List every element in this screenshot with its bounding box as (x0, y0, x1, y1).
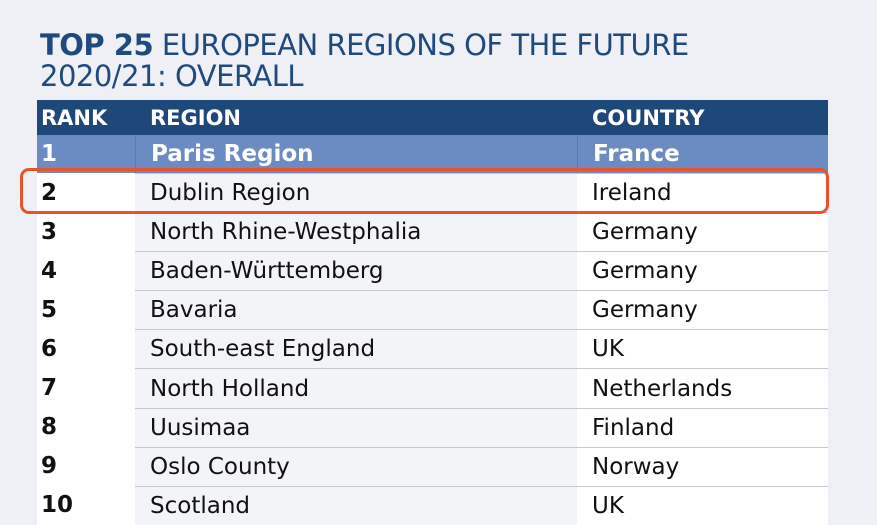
rank-cell: 8 (37, 407, 135, 447)
table-row: 2 Dublin Region Ireland (37, 173, 828, 213)
country-cell: Norway (577, 446, 828, 486)
region-cell: Uusimaa (135, 407, 577, 447)
table-row: 7 North Holland Netherlands (37, 368, 828, 408)
table-row: 5 Bavaria Germany (37, 290, 828, 330)
region-cell: South-east England (135, 329, 577, 369)
table-row: 9 Oslo County Norway (37, 446, 828, 486)
country-cell: Finland (577, 407, 828, 447)
header-country: COUNTRY (592, 105, 705, 130)
region-cell: Paris Region (135, 135, 577, 173)
region-cell: Scotland (135, 485, 577, 525)
rank-cell: 2 (37, 173, 135, 213)
header-rank: RANK (41, 105, 108, 130)
country-cell: Germany (577, 290, 828, 330)
table-row: 10 Scotland UK (37, 485, 828, 525)
table-row: 4 Baden-Württemberg Germany (37, 251, 828, 291)
region-cell: North Rhine-Westphalia (135, 212, 577, 252)
rank-cell: 4 (37, 251, 135, 291)
region-cell: Bavaria (135, 290, 577, 330)
region-cell: Baden-Württemberg (135, 251, 577, 291)
rank-cell: 5 (37, 290, 135, 330)
country-cell: Germany (577, 251, 828, 291)
country-cell: UK (577, 485, 828, 525)
region-cell: Oslo County (135, 446, 577, 486)
country-cell: Ireland (577, 173, 828, 213)
title-line2: 2020/21: OVERALL (40, 59, 304, 93)
table-row: 3 North Rhine-Westphalia Germany (37, 212, 828, 252)
country-cell: UK (577, 329, 828, 369)
table-row: 6 South-east England UK (37, 329, 828, 369)
header-region: REGION (150, 105, 241, 130)
rank-cell: 7 (37, 368, 135, 408)
rank-cell: 1 (41, 141, 58, 167)
rank-cell: 6 (37, 329, 135, 369)
page-title: TOP 25 EUROPEAN REGIONS OF THE FUTURE 20… (40, 30, 689, 92)
table-header: RANK REGION COUNTRY (37, 100, 828, 135)
country-cell: Netherlands (577, 368, 828, 408)
rank-cell: 9 (37, 446, 135, 486)
region-cell: North Holland (135, 368, 577, 408)
country-cell: Germany (577, 212, 828, 252)
rank-cell: 3 (37, 212, 135, 252)
table-row: 1 Paris Region France (37, 135, 828, 173)
title-rest: EUROPEAN REGIONS OF THE FUTURE (153, 28, 689, 62)
rank-cell: 10 (37, 485, 135, 525)
rankings-table: RANK REGION COUNTRY 1 Paris Region France 2… (37, 100, 828, 525)
region-cell: Dublin Region (135, 173, 577, 213)
title-bold: TOP 25 (40, 28, 154, 62)
table-row: 8 Uusimaa Finland (37, 407, 828, 447)
country-cell: France (577, 135, 828, 173)
